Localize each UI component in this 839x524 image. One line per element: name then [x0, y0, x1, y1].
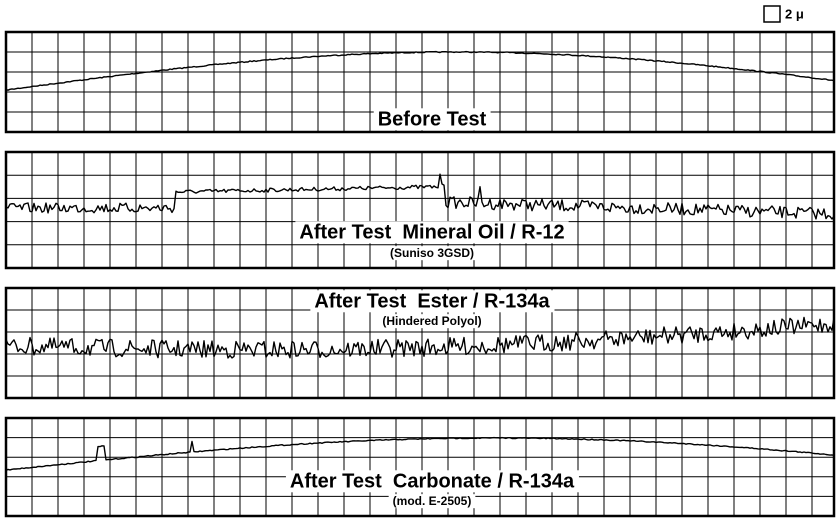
label-background: [373, 108, 491, 131]
panel-frame: [4, 416, 836, 518]
profile-trace: [5, 50, 835, 91]
panel-subtitle: (Suniso 3GSD): [390, 246, 474, 260]
scale-box: [763, 5, 781, 23]
panel-frame: [4, 150, 836, 270]
panel-frame: [4, 30, 836, 134]
panel-title: Before Test: [378, 108, 487, 130]
panel-frame: [4, 286, 836, 400]
panel-title: After Test Ester / R-134a: [314, 290, 550, 312]
profile-trace: [5, 316, 835, 359]
label-background: [285, 470, 579, 493]
panels: Before Test After Test Mineral Oil / R-12…: [4, 30, 836, 518]
profile-panel: After Test Mineral Oil / R-12 (Suniso 3GS…: [4, 150, 836, 270]
profile-trace: [5, 436, 835, 472]
scale-label: 2 μ: [785, 6, 804, 21]
panel-title: After Test Carbonate / R-134a: [290, 470, 575, 492]
label-background: [388, 494, 476, 509]
label-background: [378, 314, 486, 329]
label-background: [310, 290, 555, 313]
profile-trace: [5, 173, 835, 220]
label-background: [295, 221, 569, 244]
panel-subtitle: (mod. E-2505): [393, 494, 472, 508]
panel-subtitle: (Hindered Polyol): [382, 314, 481, 328]
profile-panel: After Test Ester / R-134a (Hindered Polyo…: [4, 286, 836, 400]
profile-panel: After Test Carbonate / R-134a (mod. E-250…: [4, 416, 836, 518]
panel-title: After Test Mineral Oil / R-12: [299, 221, 564, 243]
profile-panel: Before Test: [4, 30, 836, 134]
label-background: [385, 246, 479, 261]
